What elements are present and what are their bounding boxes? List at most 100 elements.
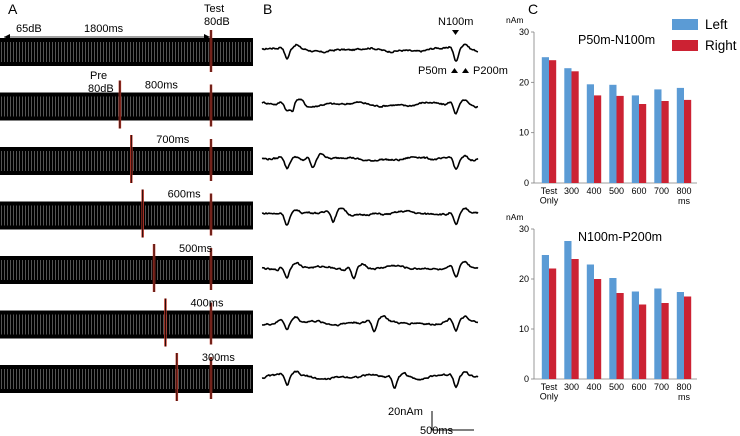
click-train-bar [0, 365, 253, 393]
bar-left [586, 264, 594, 379]
interval-label: 800ms [145, 80, 179, 92]
bar-right [639, 304, 647, 379]
click-ticks [1, 314, 251, 335]
p50m-label: P50m [418, 65, 447, 77]
legend: Left Right [672, 17, 737, 53]
bar-right [684, 296, 692, 379]
y-tick-label: 10 [519, 128, 529, 138]
click-ticks [1, 205, 251, 226]
bar-left [654, 288, 662, 379]
panel-label-c: C [528, 1, 538, 17]
p50m-marker [451, 68, 458, 73]
bar-left [609, 278, 617, 379]
y-tick-label: 0 [524, 374, 529, 384]
chart-title: N100m-P200m [578, 230, 662, 244]
x-tick-label: 300 [564, 186, 579, 196]
legend-swatch-right [672, 40, 698, 51]
x-tick-label: 500 [609, 382, 624, 392]
interval-label: 400ms [190, 298, 224, 310]
y-tick-label: 0 [524, 178, 529, 188]
bar-right [616, 95, 624, 183]
chart-title: P50m-N100m [578, 33, 655, 47]
y-axis-label: nAm [506, 15, 523, 25]
x-axis-label: ms [678, 392, 690, 402]
y-tick-label: 30 [519, 27, 529, 37]
x-tick-label: 700 [654, 382, 669, 392]
bar-left [541, 57, 549, 184]
interval-label: 600ms [168, 189, 202, 201]
x-tick-label: 400 [586, 382, 601, 392]
x-tick-label: 500 [609, 186, 624, 196]
bar-left [631, 291, 639, 379]
click-train-bar [0, 201, 253, 230]
click-train-bar [0, 147, 253, 175]
y-axis-label: nAm [506, 212, 523, 222]
click-train-bar [0, 310, 253, 339]
train-row: 700ms [0, 134, 253, 183]
bar-right [639, 104, 647, 183]
x-tick-label: 800 [676, 382, 691, 392]
click-ticks [1, 369, 251, 389]
n100m-label: N100m [438, 16, 473, 28]
interval-label: 500ms [179, 243, 213, 255]
x-tick-label: 700 [654, 186, 669, 196]
train-row: 800ms [0, 80, 253, 129]
panel-label-b: B [263, 1, 272, 17]
bar-left [631, 95, 639, 183]
background-level-label: 65dB [16, 23, 42, 35]
x-tick-label: 600 [631, 382, 646, 392]
interval-label: 300ms [202, 352, 236, 364]
bar-left [564, 241, 572, 379]
x-axis-label: ms [678, 196, 690, 206]
bar-right [616, 293, 624, 379]
bar-right [594, 279, 602, 379]
bar-right [661, 303, 669, 379]
bar-left [654, 89, 662, 183]
legend-swatch-left [672, 19, 698, 30]
test-label-line1: Test [204, 3, 224, 15]
p200m-marker [462, 68, 469, 73]
bar-right [571, 71, 579, 183]
bar-left [676, 87, 684, 183]
y-tick-label: 30 [519, 224, 529, 234]
meg-waveform [261, 152, 479, 170]
y-tick-label: 20 [519, 77, 529, 87]
legend-label-left: Left [705, 17, 728, 32]
train-row: 600ms [0, 189, 253, 238]
x-tick-label: 400 [586, 186, 601, 196]
bar-right [594, 95, 602, 183]
click-train-bar [0, 256, 253, 284]
p200m-label: P200m [473, 65, 508, 77]
isi-label: 1800ms [84, 23, 124, 35]
bar-right [549, 60, 557, 184]
train-row: 400ms [0, 298, 253, 347]
pre-label-line2: 80dB [88, 83, 114, 95]
interval-label: 700ms [156, 134, 190, 146]
x-tick-label: 800 [676, 186, 691, 196]
bar-right [661, 101, 669, 183]
click-ticks [1, 151, 251, 171]
n100m-marker [452, 30, 459, 35]
bar-right [571, 259, 579, 379]
meg-waveform [261, 43, 479, 62]
bar-left [564, 68, 572, 183]
meg-waveform [261, 315, 479, 333]
click-ticks [1, 260, 251, 280]
click-train-bar [0, 38, 253, 66]
bar-right [549, 268, 557, 379]
y-tick-label: 20 [519, 274, 529, 284]
scale-time-label: 500ms [420, 425, 454, 436]
train-row [0, 30, 253, 72]
meg-waveform [261, 370, 479, 389]
x-tick-label: Test [541, 186, 558, 196]
train-row: 500ms [0, 243, 253, 292]
legend-label-right: Right [705, 38, 737, 53]
bar-left [676, 292, 684, 379]
bar-left [609, 84, 617, 183]
bar-right [684, 99, 692, 183]
y-tick-label: 10 [519, 324, 529, 334]
bar-left [541, 255, 549, 379]
